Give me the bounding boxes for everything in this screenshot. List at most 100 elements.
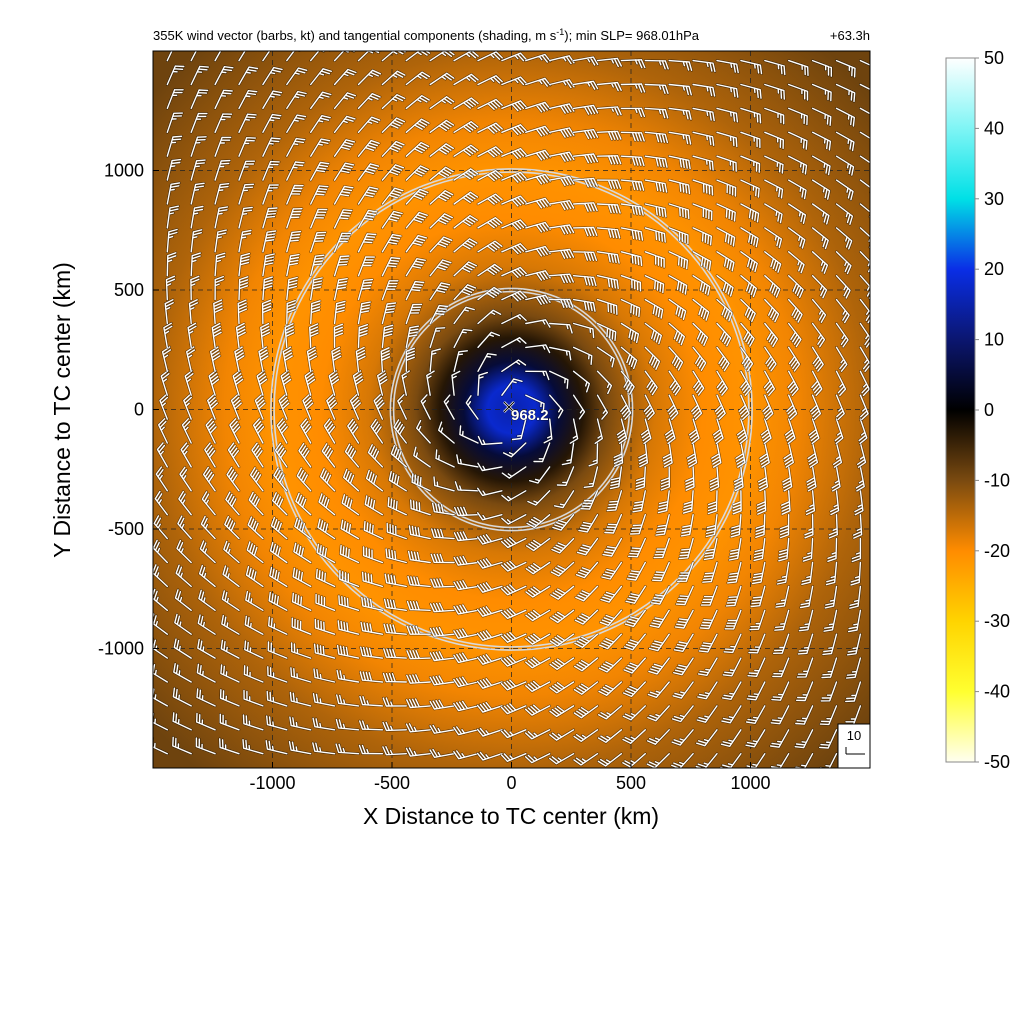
wind-barb (330, 346, 342, 373)
wind-barb (835, 370, 847, 397)
wind-barb (153, 712, 169, 732)
wind-barb (524, 197, 552, 210)
wind-barb (548, 752, 575, 765)
wind-barb (437, 420, 456, 445)
wind-barb (317, 492, 336, 516)
wind-barb (381, 279, 400, 301)
wind-barb (428, 724, 456, 735)
wind-barb (859, 226, 870, 249)
wind-barb (290, 616, 312, 636)
wind-barb (405, 117, 431, 134)
wind-barb (646, 728, 671, 746)
wind-barb (362, 545, 384, 564)
wind-barb (524, 293, 552, 306)
wind-barb (723, 609, 743, 631)
wind-barb (796, 656, 814, 679)
wind-barb (667, 83, 693, 97)
wind-barb (381, 69, 407, 86)
wind-barb (476, 352, 498, 373)
wind-barb (715, 154, 738, 173)
wind-barb (381, 301, 397, 325)
wind-barb (787, 346, 801, 373)
wind-barb (476, 653, 504, 666)
wind-barb (859, 322, 870, 349)
wind-barb (793, 728, 814, 749)
wind-barb (808, 417, 821, 445)
wind-barb (333, 231, 352, 254)
wind-barb (285, 90, 308, 110)
wind-barb (684, 465, 696, 492)
wind-barb (409, 498, 432, 516)
wind-barb (369, 418, 384, 445)
wind-barb (261, 229, 277, 254)
wind-barb (221, 564, 241, 588)
wind-barb (384, 547, 408, 564)
wind-barb (285, 160, 306, 182)
wind-barb (405, 746, 432, 758)
wind-barb (248, 491, 265, 516)
wind-barb (822, 609, 838, 633)
wind-barb (220, 639, 241, 660)
wind-barb (619, 393, 632, 421)
wind-barb (381, 186, 405, 206)
wind-barb (500, 702, 528, 715)
wind-barb (524, 393, 546, 414)
wind-barb (338, 569, 360, 588)
wind-barb (334, 742, 360, 755)
wind-barb (405, 649, 432, 660)
wind-barb (548, 298, 575, 309)
wind-barb (644, 178, 668, 194)
wind-barb (787, 178, 808, 200)
wind-barb (261, 89, 283, 110)
wind-barb (189, 205, 205, 230)
wind-barb (269, 541, 289, 564)
center-pressure-label: 968.2 (511, 407, 549, 424)
wind-barb (358, 719, 384, 732)
wind-barb (382, 622, 408, 636)
wind-barb (855, 465, 866, 493)
wind-barb (524, 703, 551, 717)
wind-barb (631, 489, 647, 514)
wind-barb (737, 393, 751, 421)
wind-barb (859, 131, 870, 140)
wind-barb (596, 130, 623, 141)
wind-barb (381, 256, 401, 277)
x-axis-label: X Distance to TC center (km) (363, 803, 659, 829)
wind-barb (450, 370, 461, 397)
wind-barb (701, 561, 719, 584)
wind-barb (285, 113, 307, 134)
wind-barb (811, 226, 830, 250)
wind-barb (733, 465, 745, 492)
wind-barb (388, 470, 408, 493)
wind-barb (196, 638, 217, 660)
wind-barb (794, 704, 814, 726)
wind-barb (299, 417, 313, 445)
wind-barb (787, 59, 810, 77)
wind-barb (763, 274, 781, 299)
wind-barb (524, 585, 551, 599)
wind-barb (285, 230, 302, 254)
x-tick-label: 0 (506, 773, 516, 793)
wind-barb (620, 82, 646, 94)
wind-barb (573, 704, 599, 719)
x-tick-label: -500 (374, 773, 410, 793)
wind-barb (671, 680, 695, 700)
wind-barb (500, 559, 528, 573)
wind-barb (312, 667, 336, 684)
wind-barb (337, 594, 360, 612)
wind-barb (428, 189, 454, 206)
wind-barb (235, 322, 247, 349)
wind-barb (333, 323, 344, 349)
wind-barb (188, 298, 199, 325)
wind-barb (237, 136, 257, 158)
wind-barb (715, 202, 737, 223)
wind-barb (333, 51, 356, 62)
wind-barb (524, 343, 551, 354)
wind-barb (763, 154, 785, 175)
wind-barb (196, 663, 217, 684)
wind-barb (428, 347, 442, 373)
wind-barb (835, 226, 853, 251)
wind-barb (799, 585, 814, 609)
wind-barb (649, 609, 671, 629)
wind-barb (340, 493, 360, 516)
